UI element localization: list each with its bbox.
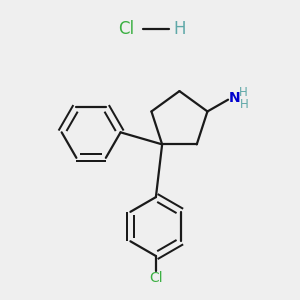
Text: N: N	[229, 91, 240, 105]
Text: Cl: Cl	[149, 271, 163, 285]
Text: H: H	[240, 98, 249, 112]
Text: Cl: Cl	[118, 20, 134, 38]
Text: H: H	[239, 86, 248, 99]
Text: H: H	[173, 20, 186, 38]
